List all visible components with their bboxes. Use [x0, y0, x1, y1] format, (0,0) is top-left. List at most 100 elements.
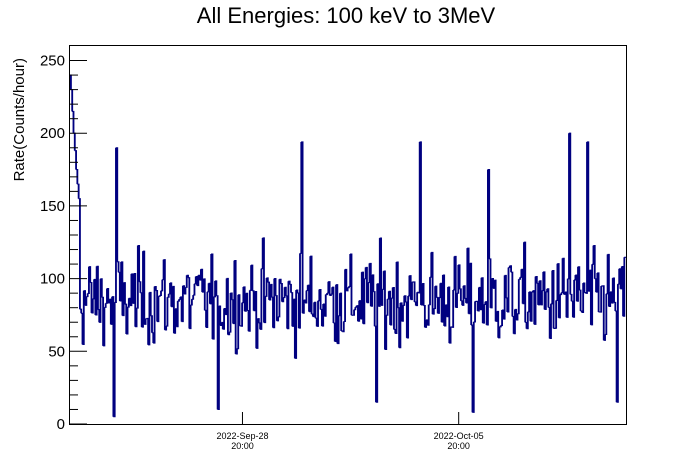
data-bin [198, 275, 200, 281]
data-bin [586, 141, 588, 294]
data-bin [461, 300, 463, 306]
data-bin [368, 263, 370, 283]
data-bin [100, 278, 103, 298]
data-bin [331, 287, 333, 295]
data-bin [301, 141, 303, 314]
data-bin [129, 298, 131, 306]
data-bin [429, 277, 431, 305]
data-bin [351, 315, 354, 316]
data-bin [317, 300, 319, 327]
data-bin [353, 309, 355, 316]
data-bin [582, 283, 584, 313]
data-bin [505, 275, 507, 298]
data-bin [107, 288, 109, 303]
data-bin [215, 280, 217, 296]
data-bin [314, 302, 316, 319]
data-bin [423, 305, 426, 328]
data-bin [444, 304, 446, 326]
data-bin [394, 329, 396, 334]
data-bin [514, 309, 516, 334]
data-bin [237, 294, 239, 349]
data-bin [378, 238, 381, 307]
data-bin [409, 275, 412, 300]
data-bin [535, 276, 538, 284]
data-bin [440, 283, 442, 323]
data-bin [166, 297, 168, 327]
data-bin [588, 270, 590, 292]
data-bin [102, 297, 104, 346]
data-bin [192, 295, 194, 300]
data-bin [417, 292, 419, 293]
data-bin [620, 266, 623, 289]
data-bin [496, 311, 498, 322]
data-bin [607, 254, 610, 307]
data-bin [465, 298, 467, 303]
data-bin [609, 291, 611, 307]
data-bin [538, 280, 540, 305]
data-bin [203, 278, 206, 311]
data-bin [106, 288, 108, 304]
data-bin [134, 273, 136, 327]
data-bin [143, 251, 145, 325]
data-bin [88, 266, 90, 294]
data-bin [246, 293, 248, 311]
data-bin [562, 258, 565, 295]
data-bin [342, 321, 345, 332]
data-bin [367, 282, 369, 303]
data-bin [430, 252, 432, 278]
data-bin [90, 282, 92, 313]
data-bin [260, 268, 262, 330]
data-bin [335, 284, 337, 342]
data-bin [311, 314, 314, 317]
data-bin [427, 304, 430, 326]
data-bin [135, 308, 137, 327]
data-bin [144, 318, 146, 325]
x-tick-date-label: 2022-Oct-05 [434, 431, 484, 441]
data-bin [323, 304, 325, 317]
data-bin [459, 288, 462, 301]
data-bin [346, 287, 348, 291]
data-bin [233, 260, 235, 324]
data-bin [595, 278, 597, 293]
data-bin [163, 259, 166, 330]
data-bin [605, 293, 607, 335]
data-bin [468, 263, 471, 314]
data-bin [196, 276, 198, 286]
data-bin [475, 301, 477, 302]
data-bin [133, 273, 135, 304]
chart-title: All Energies: 100 keV to 3MeV [197, 3, 496, 28]
data-bin [190, 299, 193, 305]
data-bin [357, 305, 359, 322]
data-bin [472, 321, 475, 413]
data-bin [93, 279, 95, 299]
data-bin [391, 287, 394, 299]
data-bin [264, 296, 266, 323]
data-bin [577, 266, 579, 302]
data-bin [248, 290, 251, 332]
data-bin [256, 318, 258, 349]
data-bin [610, 291, 612, 304]
data-bin [511, 272, 513, 317]
data-bin [212, 296, 215, 340]
data-bin [214, 280, 216, 297]
data-bin [147, 318, 149, 345]
data-bin [375, 326, 377, 403]
data-bin [350, 254, 352, 316]
data-bin [291, 292, 293, 327]
data-bin [349, 254, 351, 287]
data-bin [450, 326, 453, 328]
data-bin [426, 319, 428, 326]
data-bin [443, 275, 445, 326]
data-bin [467, 248, 469, 314]
data-bin [489, 258, 491, 308]
data-bin [318, 289, 320, 301]
data-bin [284, 287, 287, 296]
data-bin [113, 302, 116, 417]
data-bin [564, 292, 566, 295]
data-bin [188, 277, 190, 329]
data-bin [161, 279, 163, 291]
data-bin [70, 75, 72, 90]
data-bin [618, 268, 620, 285]
data-bin [604, 334, 606, 341]
data-bin [175, 308, 177, 327]
